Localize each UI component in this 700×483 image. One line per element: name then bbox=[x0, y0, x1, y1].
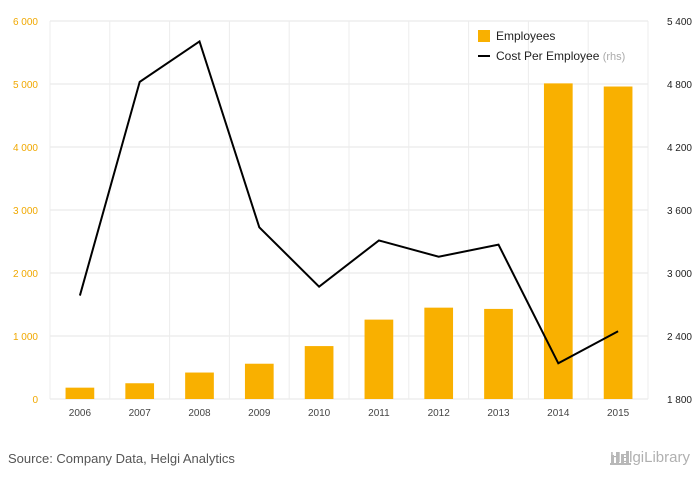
y-right-tick-label: 4 800 bbox=[667, 80, 692, 91]
point-cost-per-employee[interactable] bbox=[496, 242, 502, 248]
bar-employees[interactable] bbox=[125, 383, 155, 399]
bar-employees[interactable] bbox=[244, 363, 274, 399]
y-left-tick-label: 2 000 bbox=[13, 269, 38, 280]
source-note: Source: Company Data, Helgi Analytics bbox=[8, 451, 235, 466]
bar-employees[interactable] bbox=[424, 307, 454, 399]
brand-name: HelgiLibrary bbox=[609, 449, 690, 466]
y-left-tick-label: 1 000 bbox=[13, 332, 38, 343]
line-cost-per-employee[interactable] bbox=[78, 39, 619, 365]
point-cost-per-employee[interactable] bbox=[376, 237, 382, 243]
legend-label-cost-per-employee: Cost Per Employee (rhs) bbox=[496, 49, 625, 63]
y-left-tick-label: 6 000 bbox=[13, 17, 38, 28]
x-tick-label: 2012 bbox=[428, 408, 451, 419]
bar-employees[interactable] bbox=[65, 387, 95, 399]
x-tick-label: 2009 bbox=[248, 408, 271, 419]
bar-employees[interactable] bbox=[185, 372, 214, 399]
y-right-tick-label: 5 400 bbox=[667, 17, 692, 28]
y-right-tick-label: 4 200 bbox=[667, 143, 692, 154]
y-left-tick-label: 5 000 bbox=[13, 80, 38, 91]
point-cost-per-employee[interactable] bbox=[316, 284, 322, 290]
bar-employees[interactable] bbox=[304, 346, 334, 399]
point-cost-per-employee[interactable] bbox=[256, 224, 262, 230]
bar-employees[interactable] bbox=[484, 308, 513, 399]
point-cost-per-employee[interactable] bbox=[436, 254, 442, 260]
y-left-tick-label: 4 000 bbox=[13, 143, 38, 154]
legend-suffix-rhs: (rhs) bbox=[603, 51, 626, 63]
point-cost-per-employee[interactable] bbox=[615, 328, 621, 334]
y-left-tick-label: 3 000 bbox=[13, 206, 38, 217]
y-right-tick-label: 3 600 bbox=[667, 206, 692, 217]
bar-employees[interactable] bbox=[543, 83, 573, 400]
brand-logo[interactable]: HelgiLibrary bbox=[609, 449, 690, 466]
x-tick-label: 2013 bbox=[487, 408, 510, 419]
x-tick-label: 2006 bbox=[69, 408, 92, 419]
x-tick-label: 2015 bbox=[607, 408, 630, 419]
x-tick-label: 2010 bbox=[308, 408, 331, 419]
point-cost-per-employee[interactable] bbox=[197, 38, 203, 44]
x-tick-label: 2014 bbox=[547, 408, 570, 419]
x-tick-label: 2011 bbox=[368, 408, 390, 419]
bar-employees[interactable] bbox=[364, 319, 394, 399]
y-right-tick-label: 3 000 bbox=[667, 269, 692, 280]
y-left-tick-label: 0 bbox=[32, 395, 38, 406]
library-building-icon bbox=[609, 451, 631, 465]
legend-swatch-employees bbox=[478, 30, 490, 42]
point-cost-per-employee[interactable] bbox=[77, 293, 83, 299]
y-right-tick-label: 2 400 bbox=[667, 332, 692, 343]
x-tick-label: 2007 bbox=[129, 408, 152, 419]
point-cost-per-employee[interactable] bbox=[137, 79, 143, 85]
y-right-tick-label: 1 800 bbox=[667, 395, 692, 406]
bar-employees[interactable] bbox=[603, 86, 633, 400]
legend-label-employees: Employees bbox=[496, 29, 555, 43]
x-tick-label: 2008 bbox=[188, 408, 211, 419]
point-cost-per-employee[interactable] bbox=[555, 360, 561, 366]
